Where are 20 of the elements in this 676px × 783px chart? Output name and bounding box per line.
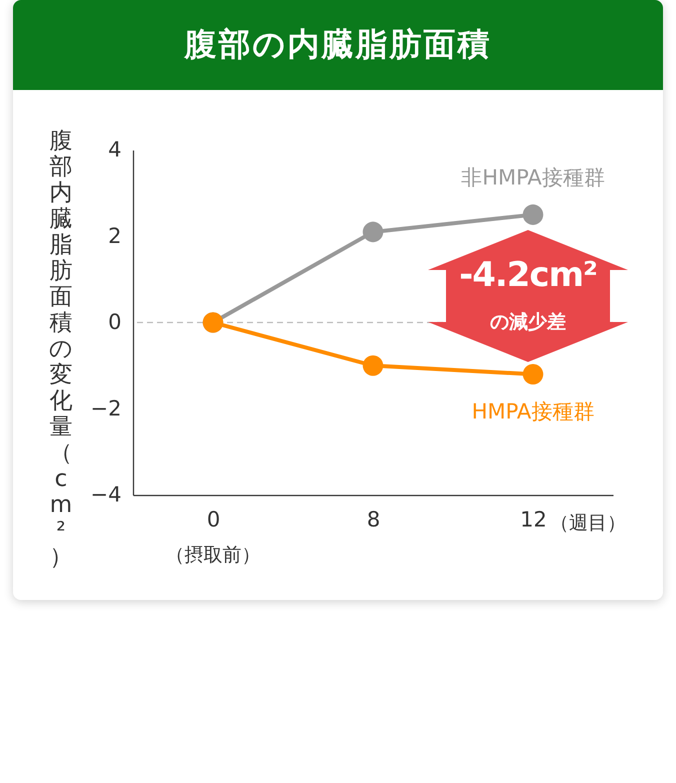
- point: [362, 222, 384, 242]
- y-tick-label: 0: [108, 310, 122, 334]
- y-tick-label: −2: [90, 396, 122, 420]
- y-tick-label: 2: [108, 224, 122, 248]
- annotation: -4.2cm²: [458, 254, 598, 296]
- series-label: 非HMPA接種群: [461, 166, 605, 190]
- series-label: HMPA接種群: [472, 399, 594, 424]
- y-tick-label: 4: [108, 138, 122, 162]
- x-tick-label: 0: [206, 508, 220, 532]
- x-tick-label: 8: [366, 508, 380, 532]
- point: [522, 364, 544, 384]
- text: （摂取前）: [166, 544, 260, 566]
- text: （週目）: [550, 512, 626, 534]
- annotation: の減少差: [489, 310, 567, 334]
- text: 腹部内臓脂肪面積の変化量（cm²）: [49, 128, 73, 570]
- chart-title: 腹部の内臓脂肪面積: [13, 0, 663, 90]
- point: [362, 355, 384, 376]
- point: [522, 204, 544, 225]
- y-tick-label: −4: [90, 482, 122, 506]
- x-tick-label: 12: [520, 508, 547, 532]
